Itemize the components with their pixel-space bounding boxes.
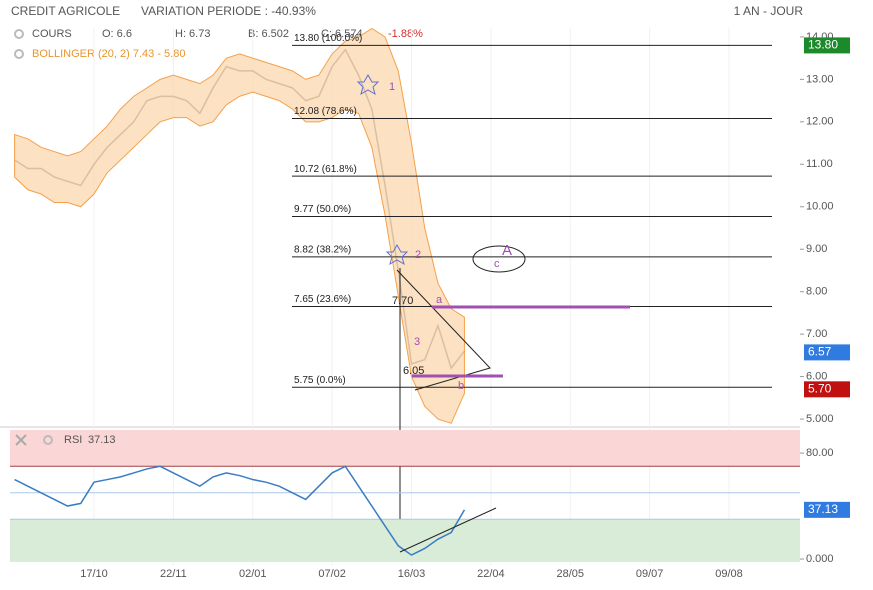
period: 1 AN - JOUR [734, 4, 804, 18]
series-line [14, 465, 466, 556]
price-badge-label: 13.80 [808, 38, 838, 52]
triangle [396, 269, 491, 391]
x-tick-label: 17/10 [80, 568, 108, 580]
overbought-zone [10, 430, 800, 467]
wave-ellipse [472, 245, 526, 273]
y-tick-label: 10.00 [806, 201, 834, 213]
y-tick-label: 0.000 [806, 553, 834, 565]
x-tick-label: 09/08 [715, 568, 743, 580]
fib-label: 5.75 (0.0%) [294, 375, 346, 386]
gear-icon[interactable] [14, 29, 24, 39]
rsi-panel: 80.00 0.000 RSI 37.13 37.13 [10, 430, 850, 565]
annotation: a [436, 294, 443, 306]
y-tick-label: 5.000 [806, 413, 834, 425]
oversold-zone [10, 519, 800, 562]
rsi-title: RSI [64, 434, 82, 446]
rsi-badge-label: 37.13 [808, 502, 838, 516]
x-tick-label: 07/02 [318, 568, 346, 580]
gear-icon[interactable] [14, 49, 24, 59]
legend-open: O: 6.6 [102, 28, 132, 40]
variation: VARIATION PERIODE : -40.93% [141, 4, 316, 18]
y-tick-label: 7.00 [806, 328, 827, 340]
y-tick-label: 12.00 [806, 116, 834, 128]
x-tick-label: 22/11 [160, 568, 187, 580]
fib-label: 10.72 (61.8%) [294, 164, 357, 175]
x-tick-label: 28/05 [556, 568, 584, 580]
x-tick-label: 09/07 [636, 568, 664, 580]
price-badge [804, 381, 850, 398]
annotation: c [494, 258, 500, 270]
y-tick-label: 80.00 [806, 447, 834, 459]
x-tick-label: 16/03 [398, 568, 426, 580]
fib-label: 8.82 (38.2%) [294, 244, 351, 255]
fib-label: 12.08 (78.6%) [294, 106, 357, 117]
y-tick-label: 8.00 [806, 286, 827, 298]
bollinger-band [14, 27, 465, 424]
legend-low: B: 6.502 [248, 28, 289, 40]
gear-icon[interactable] [43, 435, 53, 445]
fib-label: 9.77 (50.0%) [294, 204, 351, 215]
annotation: 3 [414, 336, 420, 348]
price-badge [804, 37, 850, 54]
annotation: A [502, 242, 512, 259]
close-icon[interactable] [15, 434, 27, 446]
annotation: b [458, 380, 464, 392]
wave-star [356, 73, 380, 96]
price-badge [804, 344, 850, 361]
annotation: 2 [415, 249, 421, 261]
title: CREDIT AGRICOLE [11, 4, 120, 18]
y-tick-label: 13.00 [806, 73, 834, 85]
fib-label: 7.65 (23.6%) [294, 294, 351, 305]
fib-label: 13.80 (100.0%) [294, 33, 362, 44]
x-tick-label: 22/04 [477, 568, 505, 580]
rsi-badge [804, 501, 850, 518]
legend-change: -1.88% [388, 28, 423, 40]
annotation: 6.05 [403, 365, 424, 377]
legend-cours: COURS [32, 28, 72, 40]
wave-star [385, 243, 409, 266]
price-badge-label: 5.70 [808, 382, 832, 396]
y-tick-label: 9.00 [806, 243, 827, 255]
price-badge-label: 6.57 [808, 345, 832, 359]
price-panel: 17/10 22/11 02/01 07/02 16/03 22/04 28/05 09/07… [14, 27, 850, 580]
y-tick-label: 6.00 [806, 371, 827, 383]
annotation: 7.70 [392, 295, 413, 307]
annotation: 1 [389, 81, 395, 93]
legend-bollinger: BOLLINGER (20, 2) 7.43 - 5.80 [32, 48, 185, 60]
legend-high: H: 6.73 [175, 28, 210, 40]
x-tick-label: 02/01 [239, 568, 267, 580]
y-tick-label: 11.00 [806, 158, 833, 170]
legend-close: C: 6.574 [321, 28, 363, 40]
rsi-value: 37.13 [88, 434, 116, 446]
rsi-trendline [399, 507, 497, 553]
